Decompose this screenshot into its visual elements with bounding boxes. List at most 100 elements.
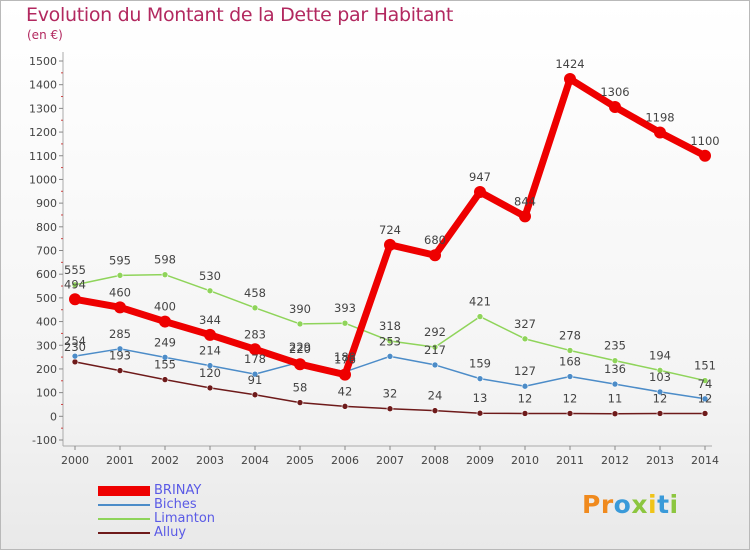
data-point-alluy [521,410,529,417]
y-tick-label: 800 [36,221,57,234]
y-tick-label: 1200 [29,126,57,139]
brand-letter: t [657,490,670,519]
data-label-alluy: 13 [473,391,488,405]
data-point-alluy [341,403,349,410]
data-point-biches [701,395,709,403]
data-label-brinay: 220 [289,342,311,356]
data-label-brinay: 494 [64,277,86,291]
data-label-brinay: 344 [199,313,221,327]
x-tick-label: 2012 [601,454,629,467]
y-tick-label: 200 [36,363,57,376]
y-tick-label: 400 [36,316,57,329]
x-tick-label: 2001 [106,454,134,467]
brand-letter: i [648,490,658,519]
data-label-brinay: 1198 [645,111,674,125]
x-tick-label: 2002 [151,454,179,467]
data-label-limanton: 598 [154,253,176,267]
data-label-alluy: 91 [248,373,263,387]
data-label-brinay: 947 [469,170,491,184]
data-point-brinay [654,126,666,139]
legend-item-biches: Biches [98,498,215,512]
data-label-biches: 253 [379,334,401,348]
y-tick-label: 100 [36,387,57,400]
data-point-biches [386,353,394,360]
data-label-brinay: 283 [244,327,266,341]
data-label-biches: 249 [154,335,176,349]
data-label-alluy: 12 [698,391,713,405]
data-point-brinay [474,185,486,198]
x-tick-label: 2014 [691,454,719,467]
data-point-brinay [159,315,171,328]
x-tick-label: 2010 [511,454,539,467]
data-point-alluy [701,410,709,417]
data-label-alluy: 155 [154,358,176,372]
x-tick-label: 2008 [421,454,449,467]
y-tick-label: 300 [36,339,57,352]
x-tick-label: 2000 [61,454,89,467]
data-point-limanton [296,320,304,328]
data-point-brinay [204,328,216,341]
data-point-brinay [699,149,711,162]
data-label-limanton: 151 [694,359,716,373]
data-point-alluy [476,409,484,417]
data-point-limanton [476,313,484,320]
y-tick-label: 600 [36,268,57,281]
y-tick-label: 1300 [29,102,57,115]
data-label-alluy: 12 [563,391,578,405]
data-point-limanton [116,272,124,279]
brand-letter: r [600,490,614,519]
data-label-limanton: 421 [469,295,491,309]
data-label-alluy: 120 [199,366,221,380]
data-label-alluy: 12 [518,391,533,405]
data-label-limanton: 318 [379,319,401,333]
data-point-biches [431,361,439,369]
data-point-limanton [431,343,439,351]
data-point-brinay [609,100,621,113]
chart-subtitle: (en €) [27,28,63,42]
data-label-biches: 178 [244,352,266,366]
data-point-alluy [431,407,439,414]
data-label-brinay: 1424 [555,57,584,71]
data-label-alluy: 42 [338,384,353,398]
x-tick-label: 2005 [286,454,314,467]
y-tick-label: 500 [36,292,57,305]
legend-item-limanton: Limanton [98,512,215,526]
data-label-brinay: 176 [334,353,356,367]
chart-legend: BRINAY Biches Limanton Alluy [98,484,215,540]
data-label-alluy: 11 [608,392,623,406]
x-tick-label: 2004 [241,454,269,467]
data-label-limanton: 327 [514,317,536,331]
y-tick-label: 1000 [29,173,57,186]
data-point-limanton [251,304,259,312]
x-tick-label: 2003 [196,454,224,467]
brand-letter: i [669,490,679,519]
data-point-brinay [114,301,126,314]
x-tick-label: 2006 [331,454,359,467]
brand-letter: o [613,490,632,519]
data-point-limanton [611,357,619,364]
data-label-brinay: 1306 [600,85,629,99]
data-label-limanton: 278 [559,328,581,342]
data-point-brinay [69,293,81,306]
legend-label-limanton: Limanton [154,511,216,526]
data-point-limanton [161,271,169,278]
data-label-alluy: 12 [653,391,668,405]
legend-label-alluy: Alluy [154,525,187,540]
data-label-biches: 214 [199,344,221,358]
data-point-alluy [656,410,664,417]
data-label-brinay: 460 [109,285,131,299]
data-label-biches: 254 [64,334,86,348]
x-tick-label: 2013 [646,454,674,467]
data-point-limanton [701,377,709,384]
data-label-limanton: 235 [604,339,626,353]
data-label-biches: 168 [559,355,581,369]
legend-swatch-biches [98,504,150,506]
data-point-alluy [206,384,214,392]
y-tick-label: 1400 [29,79,57,92]
data-label-biches: 103 [649,370,671,384]
data-point-biches [116,345,124,353]
data-label-limanton: 555 [64,263,86,277]
data-point-brinay [339,368,351,381]
data-point-limanton [206,287,214,295]
